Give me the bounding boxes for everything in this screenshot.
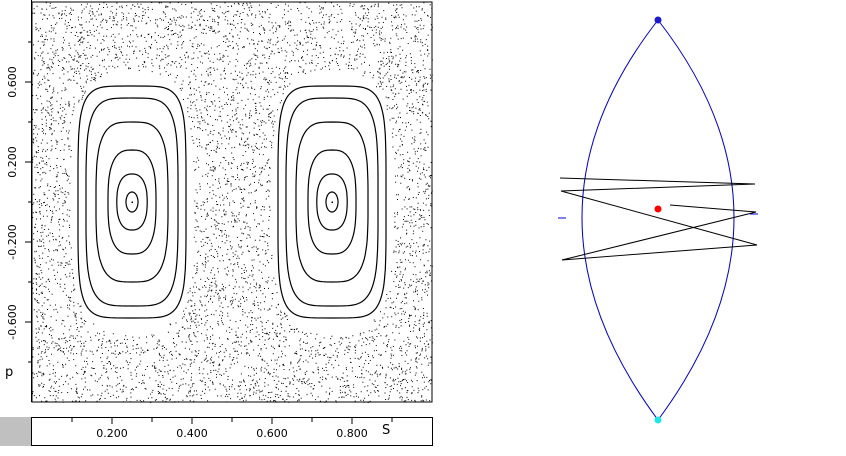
island-contour (325, 191, 339, 213)
island-center-point (131, 201, 133, 203)
island-contour (307, 149, 357, 255)
particle-marker[interactable] (654, 205, 662, 213)
y-tick-label: 0.200 (6, 146, 19, 178)
island-contour (116, 173, 148, 231)
y-tick-label: -0.600 (6, 304, 19, 339)
bottom-vertex-marker[interactable] (654, 416, 662, 424)
plot-area[interactable] (31, 1, 433, 403)
island-contour (125, 191, 139, 213)
island-contour (107, 149, 157, 255)
island-contour (285, 97, 379, 307)
x-axis-label: S (382, 423, 390, 438)
phase-space-svg: 0.600 0.200 -0.200 -0.600 p 0.200 0.400 0.600… (0, 0, 433, 446)
island-contour (85, 97, 179, 307)
x-tick-label: 0.400 (176, 427, 208, 440)
island-contour (95, 121, 169, 283)
y-tick-label: 0.600 (6, 66, 19, 98)
island-contour (316, 173, 348, 231)
lens-boundary (581, 19, 735, 421)
billiard-svg (558, 16, 758, 424)
y-axis-strip (0, 0, 32, 402)
island-center-point (331, 201, 333, 203)
billiard-panel (540, 0, 780, 440)
y-axis-ticks: 0.600 0.200 -0.200 -0.600 (6, 41, 32, 363)
top-vertex-marker[interactable] (654, 16, 662, 24)
island-contour (277, 85, 387, 319)
x-tick-label: 0.200 (96, 427, 128, 440)
x-tick-label: 0.800 (336, 427, 368, 440)
trajectory-path (559, 177, 758, 261)
island-contour (295, 121, 369, 283)
y-axis-label: p (5, 365, 13, 380)
phase-space-panel: 0.600 0.200 -0.200 -0.600 p 0.200 0.400 0.600… (0, 0, 433, 446)
x-tick-label: 0.600 (256, 427, 288, 440)
ball-trajectory (559, 177, 758, 261)
x-axis-strip (31, 417, 433, 446)
y-tick-label: -0.200 (6, 224, 19, 259)
axis-corner-box (0, 417, 31, 446)
stability-islands (77, 85, 387, 319)
x-axis-ticks: 0.200 0.400 0.600 0.800 (71, 418, 393, 440)
island-contour (77, 85, 187, 319)
